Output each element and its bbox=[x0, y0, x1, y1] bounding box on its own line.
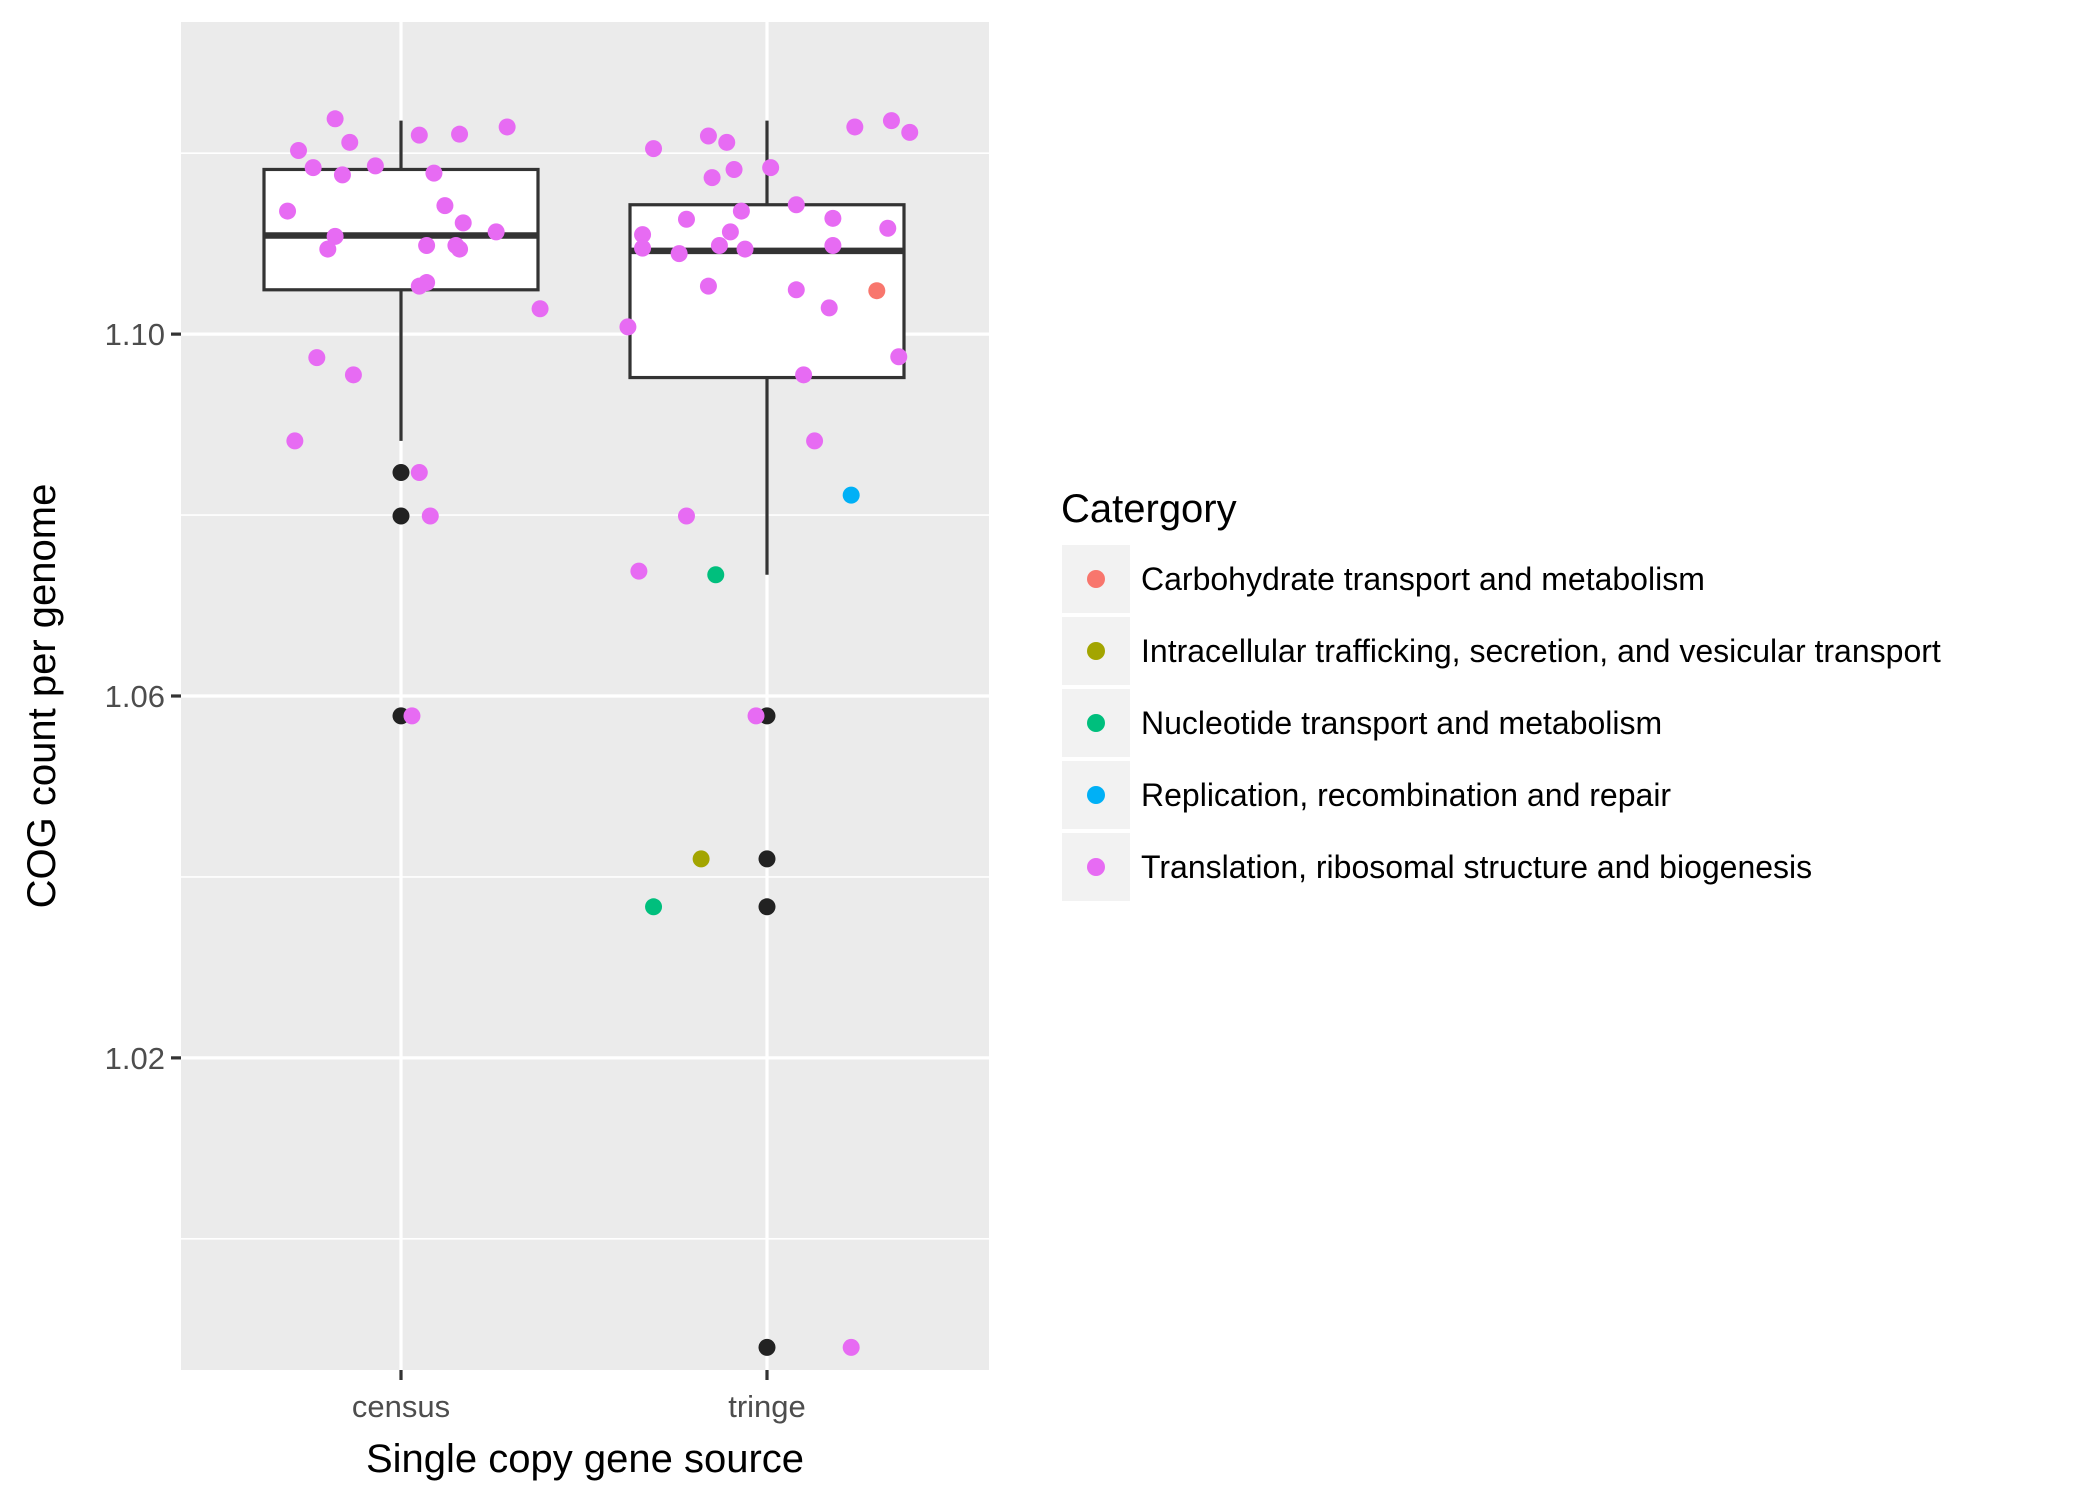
data-point bbox=[736, 240, 754, 258]
legend-label: Replication, recombination and repair bbox=[1141, 777, 1671, 813]
data-point bbox=[747, 707, 765, 725]
data-point bbox=[670, 245, 688, 263]
data-point bbox=[842, 1338, 860, 1356]
data-point bbox=[645, 140, 663, 158]
x-axis-title: Single copy gene source bbox=[366, 1437, 804, 1481]
y-axis-title: COG count per genome bbox=[20, 484, 64, 909]
data-point bbox=[707, 566, 725, 584]
data-point bbox=[410, 126, 428, 144]
data-point bbox=[421, 507, 439, 525]
data-point bbox=[333, 166, 351, 184]
data-point bbox=[890, 348, 908, 366]
legend-label: Intracellular trafficking, secretion, an… bbox=[1141, 633, 1941, 669]
data-point bbox=[787, 196, 805, 214]
data-point bbox=[279, 202, 297, 220]
data-point bbox=[498, 118, 516, 136]
data-point bbox=[718, 133, 736, 151]
data-point bbox=[732, 202, 750, 220]
data-point bbox=[699, 277, 717, 295]
legend-swatch bbox=[1087, 714, 1105, 732]
legend-label: Carbohydrate transport and metabolism bbox=[1141, 561, 1705, 597]
data-point bbox=[326, 227, 344, 245]
data-point bbox=[341, 133, 359, 151]
data-point bbox=[487, 223, 505, 241]
data-point bbox=[436, 197, 454, 215]
legend-item: Nucleotide transport and metabolism bbox=[1062, 689, 1662, 757]
data-point bbox=[901, 123, 919, 141]
legend-title: Catergory bbox=[1061, 487, 1237, 531]
legend-item: Carbohydrate transport and metabolism bbox=[1062, 545, 1705, 613]
data-point bbox=[699, 127, 717, 145]
data-point bbox=[842, 486, 860, 504]
data-point bbox=[846, 118, 864, 136]
data-point bbox=[531, 300, 549, 318]
data-point bbox=[795, 366, 813, 384]
data-point bbox=[630, 562, 648, 580]
legend-items: Carbohydrate transport and metabolism Int… bbox=[1062, 545, 1941, 901]
data-point bbox=[304, 159, 322, 177]
data-point bbox=[787, 281, 805, 299]
data-point bbox=[677, 507, 695, 525]
data-point bbox=[882, 112, 900, 130]
data-point bbox=[824, 236, 842, 254]
data-point bbox=[692, 850, 710, 868]
data-point bbox=[721, 223, 739, 241]
data-point bbox=[619, 318, 637, 336]
outlier-point bbox=[758, 850, 776, 868]
data-point bbox=[820, 299, 838, 317]
data-point bbox=[308, 349, 326, 367]
data-point bbox=[762, 159, 780, 177]
data-point bbox=[725, 160, 743, 178]
data-point bbox=[879, 219, 897, 237]
legend-item: Intracellular trafficking, secretion, an… bbox=[1062, 617, 1941, 685]
data-point bbox=[344, 366, 362, 384]
data-points bbox=[279, 110, 919, 1356]
data-point bbox=[645, 898, 663, 916]
data-point bbox=[418, 274, 436, 292]
legend-item: Replication, recombination and repair bbox=[1062, 761, 1671, 829]
data-point bbox=[326, 110, 344, 128]
x-tick-label: census bbox=[352, 1389, 450, 1424]
data-point bbox=[868, 282, 886, 300]
legend-swatch bbox=[1087, 786, 1105, 804]
data-point bbox=[634, 239, 652, 257]
data-point bbox=[806, 432, 824, 450]
y-tick-label: 1.06 bbox=[105, 679, 165, 714]
legend-swatch bbox=[1087, 858, 1105, 876]
outlier-point bbox=[392, 507, 410, 525]
data-point bbox=[677, 210, 695, 228]
data-point bbox=[634, 226, 652, 244]
data-point bbox=[366, 157, 384, 175]
outlier-point bbox=[392, 464, 410, 482]
data-point bbox=[403, 707, 421, 725]
data-point bbox=[319, 240, 337, 258]
legend-swatch bbox=[1087, 642, 1105, 660]
outlier-point bbox=[758, 898, 776, 916]
box-tringe bbox=[628, 120, 906, 575]
data-point bbox=[454, 214, 472, 232]
legend-swatch bbox=[1087, 570, 1105, 588]
data-point bbox=[418, 236, 436, 254]
outlier-point bbox=[758, 1338, 776, 1356]
box-body bbox=[628, 203, 906, 380]
data-point bbox=[703, 169, 721, 187]
data-point bbox=[286, 432, 304, 450]
x-tick-label: tringe bbox=[728, 1389, 806, 1424]
legend-label: Nucleotide transport and metabolism bbox=[1141, 705, 1662, 741]
legend: Catergory Carbohydrate transport and met… bbox=[1061, 487, 1941, 901]
legend-item: Translation, ribosomal structure and bio… bbox=[1062, 833, 1812, 901]
data-point bbox=[410, 464, 428, 482]
data-point bbox=[451, 240, 469, 258]
legend-label: Translation, ribosomal structure and bio… bbox=[1141, 849, 1812, 885]
data-point bbox=[451, 125, 469, 143]
data-point bbox=[290, 141, 308, 159]
y-tick-label: 1.10 bbox=[105, 317, 165, 352]
axes: 1.02 1.06 1.10 census tringe bbox=[105, 317, 806, 1424]
y-tick-label: 1.02 bbox=[105, 1041, 165, 1076]
data-point bbox=[710, 236, 728, 254]
data-point bbox=[425, 164, 443, 182]
data-point bbox=[824, 209, 842, 227]
